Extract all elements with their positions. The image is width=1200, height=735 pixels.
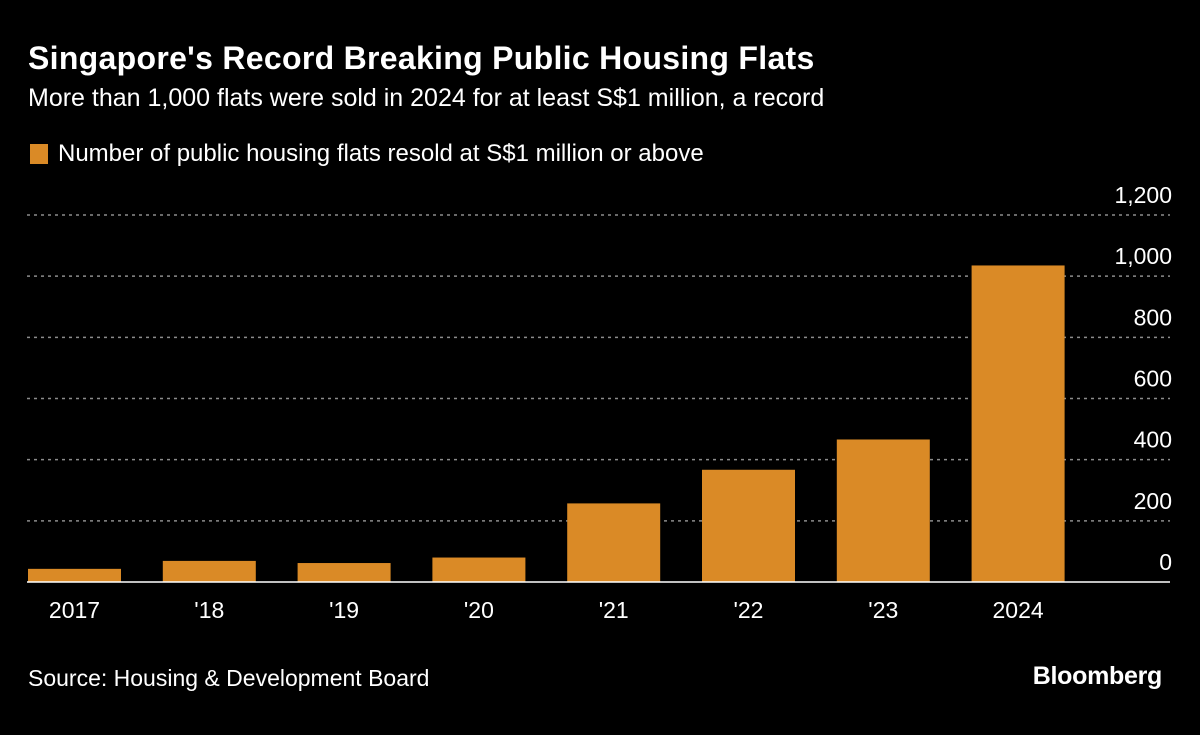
source-note: Source: Housing & Development Board bbox=[28, 665, 430, 691]
x-tick-label: '21 bbox=[599, 597, 629, 623]
legend: Number of public housing flats resold at… bbox=[30, 140, 704, 168]
bar-2017 bbox=[28, 568, 121, 582]
y-tick-label: 1,200 bbox=[1114, 182, 1172, 208]
x-tick-label: '19 bbox=[329, 597, 359, 623]
y-tick-label: 600 bbox=[1134, 366, 1172, 392]
y-tick-label: 400 bbox=[1134, 427, 1172, 453]
x-tick-label: '23 bbox=[868, 597, 898, 623]
bar-23 bbox=[836, 439, 930, 582]
chart-title: Singapore's Record Breaking Public Housi… bbox=[28, 40, 815, 76]
x-tick-label: '20 bbox=[464, 597, 494, 623]
x-tick-label: '18 bbox=[194, 597, 224, 623]
bar-21 bbox=[567, 503, 661, 582]
x-tick-label: 2024 bbox=[993, 597, 1044, 623]
bar-18 bbox=[162, 560, 256, 582]
y-tick-label: 200 bbox=[1134, 488, 1172, 514]
y-tick-label: 1,000 bbox=[1114, 243, 1172, 269]
x-tick-label: 2017 bbox=[49, 597, 100, 623]
chart-subtitle: More than 1,000 flats were sold in 2024 … bbox=[28, 84, 825, 112]
bars bbox=[28, 265, 1065, 582]
bar-2024 bbox=[971, 265, 1065, 582]
axes: 0 200 400 600 800 1,000 1,200 2017 '18 '19 '20 '21 '… bbox=[27, 182, 1172, 623]
bloomberg-logo: Bloomberg bbox=[1032, 662, 1163, 690]
y-tick-label: 0 bbox=[1159, 549, 1172, 575]
y-tick-label: 800 bbox=[1134, 304, 1172, 330]
bar-22 bbox=[702, 469, 795, 582]
bar-20 bbox=[432, 557, 526, 582]
bar-19 bbox=[297, 563, 391, 582]
legend-swatch bbox=[30, 144, 48, 164]
legend-label: Number of public housing flats resold at… bbox=[58, 140, 704, 167]
x-tick-label: '22 bbox=[734, 597, 764, 623]
